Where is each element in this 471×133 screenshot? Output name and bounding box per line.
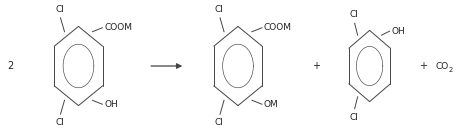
Text: CO: CO — [435, 61, 449, 70]
Text: Cl: Cl — [55, 118, 64, 127]
Text: OM: OM — [264, 100, 279, 109]
Text: Cl: Cl — [215, 118, 223, 127]
Text: OH: OH — [105, 100, 118, 109]
Text: COOM: COOM — [264, 23, 292, 32]
Text: Cl: Cl — [349, 113, 358, 122]
Text: Cl: Cl — [215, 5, 223, 14]
Text: +: + — [312, 61, 320, 71]
Text: COOM: COOM — [105, 23, 132, 32]
Text: +: + — [420, 61, 428, 71]
Text: Cl: Cl — [349, 10, 358, 19]
Text: OH: OH — [391, 27, 405, 36]
Text: Cl: Cl — [55, 5, 64, 14]
Text: 2: 2 — [448, 67, 453, 73]
Text: 2: 2 — [8, 61, 14, 71]
